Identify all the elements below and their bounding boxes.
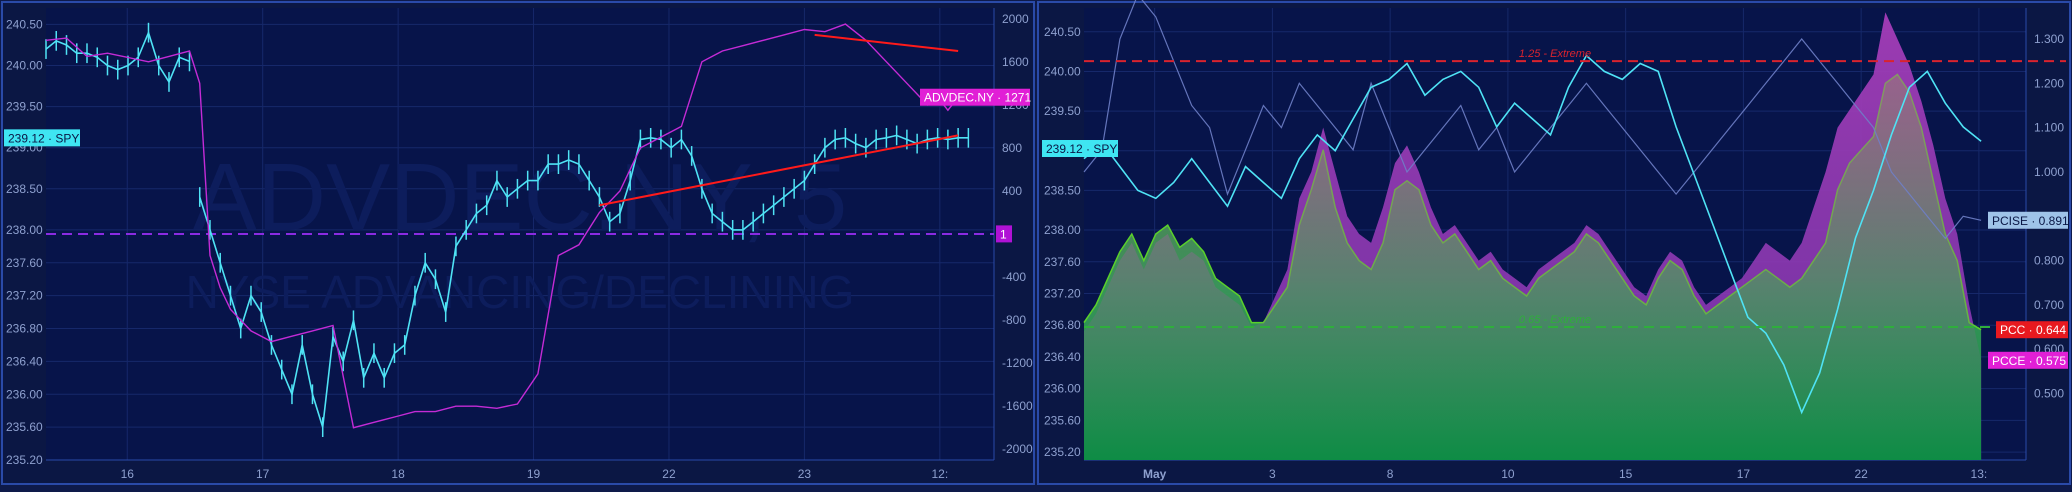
pcise-badge: PCISE · 0.891 [1988,211,2069,229]
time-tick: May [1143,467,1167,481]
spy-price-badge: 239.12 · SPY [4,129,80,147]
pcce-badge-label: PCCE · 0.575 [1992,354,2066,368]
time-tick: 15 [1619,467,1633,481]
price-tick: 238.50 [1044,183,1081,197]
price-tick: 240.50 [1044,25,1081,39]
watermark-subtitle: NYSE ADVANCING/DECLINING [186,266,855,318]
ratio-tick: 400 [1002,184,1022,198]
price-tick: 236.40 [6,354,43,368]
ratio-tick: -800 [1002,313,1026,327]
ratio-tick: 1600 [1002,55,1029,69]
price-tick: 235.60 [6,420,43,434]
extreme-high-label: 1.25 - Extreme [1519,48,1591,60]
ratio-tick: 1.100 [2034,121,2064,135]
spy-line-right [1083,54,1982,415]
price-tick: 238.50 [6,182,43,196]
price-tick: 236.80 [1044,318,1081,332]
time-tick: 3 [1269,467,1276,481]
time-tick: 13: [1971,467,1988,481]
ratio-tick: -2000 [1002,442,1033,456]
time-tick: 18 [391,467,405,481]
pcc-badge: PCC · 0.644 [1996,321,2068,339]
price-tick: 236.80 [6,322,43,336]
pcise-line [1083,0,1982,240]
price-tick: 236.40 [1044,350,1081,364]
price-tick: 238.00 [1044,223,1081,237]
price-tick: 239.50 [6,100,43,114]
spy-badge-bg-right [1042,140,1118,157]
pcise-badge-bg [1988,211,2068,229]
price-tick: 236.00 [6,387,43,401]
time-tick: 10 [1501,467,1515,481]
price-tick: 236.00 [1044,382,1081,396]
right-time-axis: May 3 8 10 15 17 22 13: [1143,467,1987,481]
time-tick: 17 [1737,467,1751,481]
price-tick: 235.60 [1044,413,1081,427]
left-series-group [45,22,994,437]
price-tick: 238.00 [6,223,43,237]
spy-price-line [45,30,969,428]
time-tick: 23 [798,467,812,481]
price-tick: 237.60 [6,256,43,270]
left-price-axis: 240.50240.00239.50239.00238.50238.00237.… [6,17,43,467]
time-tick: 22 [1854,467,1868,481]
left-time-axis: 16 17 18 19 22 23 12: [121,467,949,481]
advdec-badge-bg [920,88,1030,106]
ratio-tick: 800 [1002,141,1022,155]
advdec-line [45,23,969,429]
time-tick: 19 [527,467,541,481]
price-tick: 235.20 [1044,445,1081,459]
ratio-tick: 1.200 [2034,76,2064,90]
right-badges: 239.12 · SPY PCISE · 0.891 PCC · 0.644 P… [1042,140,2069,369]
price-tick: 237.20 [1044,286,1081,300]
ratio-tick: -1600 [1002,399,1033,413]
spy-badge-label-right: 239.12 · SPY [1046,142,1117,156]
time-tick: 17 [256,467,270,481]
pcce-area-overlay [1084,12,1982,461]
ratio-tick: 0.500 [2034,387,2064,401]
time-tick: 16 [121,467,135,481]
extreme-lines: 1.25 - Extreme 0.65 - Extreme [1084,48,2066,329]
pcise-badge-label: PCISE · 0.891 [1992,214,2069,228]
spy-badge-bg [4,129,80,147]
time-tick: 22 [662,467,676,481]
ratio-tick: 1.300 [2034,32,2064,46]
ratio-tick: 0.700 [2034,298,2064,312]
trend-line-advdec [814,33,959,53]
price-tick: 240.50 [6,17,43,31]
time-tick: 8 [1387,467,1394,481]
ratio-tick: 2000 [1002,12,1029,26]
pcc-badge-label: PCC · 0.644 [2000,323,2066,337]
ratio-tick: 1.000 [2034,165,2064,179]
right-series-group [1083,0,1982,461]
spy-price-badge-right: 239.12 · SPY [1042,140,1118,157]
extreme-low-label: 0.65 - Extreme [1519,314,1591,326]
spy-badge-label: 239.12 · SPY [8,131,79,145]
advdec-value-badge: ADVDEC.NY · 1271 [920,88,1031,106]
zero-badge-bg [996,225,1012,243]
left-badges: 239.12 · SPY ADVDEC.NY · 1271 1 [4,88,1031,243]
pcce-badge-bg [1988,351,2068,369]
price-tick: 235.20 [6,453,43,467]
zero-line-badge: 1 [996,225,1012,243]
pcc-badge-bg [1996,321,2068,339]
pcce-badge: PCCE · 0.575 [1988,351,2068,369]
price-tick: 240.00 [6,59,43,73]
right-price-axis: 240.50240.00239.50239.00238.50238.00237.… [1044,25,1081,459]
ratio-tick: -400 [1002,270,1026,284]
zero-badge-label: 1 [1000,227,1007,241]
trend-line-spy [599,134,959,207]
advdec-badge-label: ADVDEC.NY · 1271 [924,91,1031,105]
price-tick: 237.20 [6,289,43,303]
ratio-tick: -1200 [1002,356,1033,370]
price-tick: 237.60 [1044,255,1081,269]
ratio-tick: 0.800 [2034,254,2064,268]
putcall-spy-chart: 240.50240.00239.50239.00238.50238.00237.… [1037,0,2071,485]
time-tick: 12: [931,467,948,481]
price-tick: 240.00 [1044,64,1081,78]
advdec-spy-chart: ADVDEC.NY, 5 NYSE ADVANCING/DECLINING 24… [1,1,1035,485]
price-tick: 239.50 [1044,104,1081,118]
